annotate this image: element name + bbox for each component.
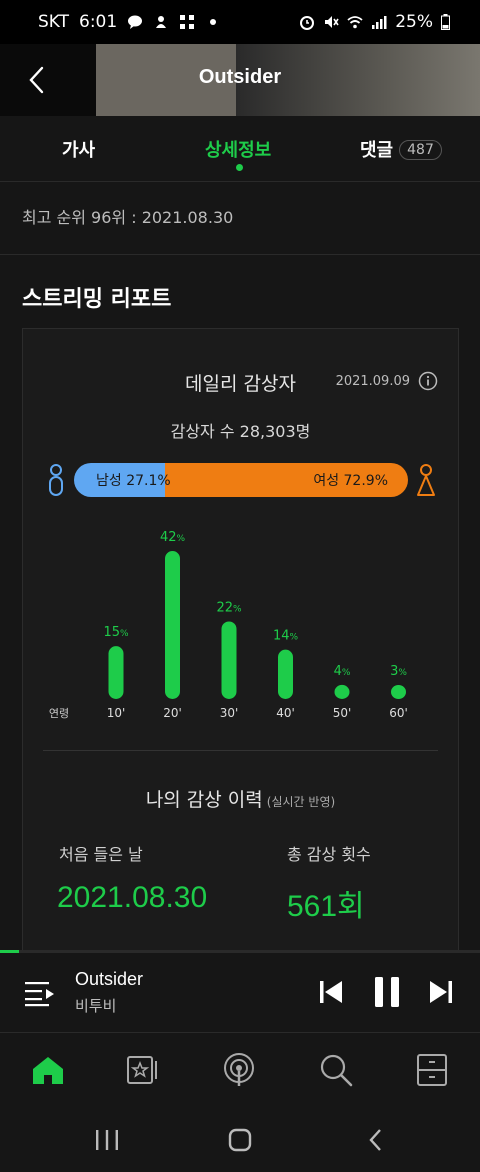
album-art-background [96, 44, 236, 116]
podcast-icon[interactable] [221, 1052, 257, 1088]
tab-details[interactable]: 상세정보 [205, 140, 272, 161]
male-ratio-label: 남성 27.1% [96, 473, 171, 489]
battery-percent: 25% [395, 12, 433, 32]
home-button-icon[interactable] [227, 1128, 253, 1152]
active-tab-indicator [236, 164, 243, 171]
total-plays-count: 561회 [287, 890, 365, 923]
gender-ratio-bar: 남성 27.1% 여성 72.9% [74, 463, 408, 497]
divider [0, 254, 480, 255]
recent-apps-icon[interactable] [94, 1128, 120, 1152]
peak-rank: 최고 순위 96위 : 2021.08.30 [22, 208, 234, 227]
status-bar: SKT 6:01 25% [0, 0, 480, 44]
report-date: 2021.09.09 [335, 374, 410, 389]
x-axis-label: 연령 [49, 707, 69, 720]
age-bar-value-label: 4% [334, 664, 351, 679]
divider [43, 750, 438, 751]
wifi-icon [347, 16, 363, 29]
history-title-text: 나의 감상 이력 [145, 789, 263, 811]
history-title: 나의 감상 이력 (실시간 반영) [23, 785, 458, 812]
age-category-label: 10' [107, 706, 126, 720]
first-listen-label: 처음 들은 날 [59, 845, 143, 864]
age-category-label: 50' [333, 706, 352, 720]
age-bar [221, 621, 237, 699]
female-icon [417, 464, 435, 496]
library-icon[interactable] [414, 1052, 450, 1088]
age-category-label: 30' [220, 706, 239, 720]
male-ratio-fill [74, 463, 165, 497]
previous-icon[interactable] [318, 977, 344, 1007]
next-icon[interactable] [428, 977, 454, 1007]
age-bar [391, 685, 406, 699]
queue-icon[interactable] [24, 979, 56, 1007]
signal-icon [372, 16, 387, 29]
mini-player[interactable]: Outsider 비투비 [0, 953, 480, 1033]
info-icon[interactable] [418, 371, 438, 391]
tab-comments[interactable]: 댓글 487 [360, 136, 442, 162]
male-icon [49, 464, 63, 496]
back-button-icon[interactable] [364, 1128, 390, 1152]
female-ratio-label: 여성 72.9% [313, 473, 388, 489]
age-category-label: 20' [163, 706, 182, 720]
age-bar [108, 646, 124, 699]
notification-icon [156, 16, 167, 28]
header: Outsider [0, 44, 480, 116]
system-navigation [0, 1106, 480, 1172]
age-bar-value-label: 15% [103, 625, 129, 640]
age-category-label: 40' [276, 706, 295, 720]
album-art-background [236, 44, 480, 116]
age-bar-value-label: 3% [390, 664, 407, 679]
first-listen-date: 2021.08.30 [57, 881, 208, 914]
age-category-label: 60' [389, 706, 408, 720]
artist-name[interactable]: 비투비 [75, 997, 117, 1015]
bottom-navigation [0, 1034, 480, 1106]
section-title: 스트리밍 리포트 [22, 287, 172, 312]
search-icon[interactable] [318, 1052, 354, 1088]
listener-count: 감상자 수 28,303명 [170, 422, 311, 441]
tab-lyrics[interactable]: 가사 [62, 140, 96, 161]
age-bar [278, 649, 293, 699]
playback-progress[interactable] [0, 950, 480, 953]
age-distribution-chart: 연령 15% 10' 42% 20' 22% 30' 14% 40' 4% 50' 3% 60' [49, 530, 408, 720]
age-bar-value-label: 22% [216, 600, 242, 615]
home-icon[interactable] [30, 1052, 66, 1088]
age-bar [334, 684, 350, 699]
daily-listeners-title: 데일리 감상자 [185, 373, 296, 395]
total-plays-label: 총 감상 횟수 [287, 845, 371, 864]
age-bar-value-label: 14% [273, 629, 299, 644]
age-bar-value-label: 42% [160, 530, 186, 545]
tab-comments-label: 댓글 [360, 140, 394, 161]
grid-icon [180, 15, 195, 29]
song-title[interactable]: Outsider [75, 969, 144, 989]
pause-icon[interactable] [372, 975, 402, 1009]
alarm-icon [300, 16, 315, 30]
playlist-icon[interactable] [124, 1052, 160, 1088]
age-bar [165, 551, 180, 699]
clock: 6:01 [79, 12, 118, 32]
tab-bar: 가사 상세정보 댓글 487 [0, 116, 480, 182]
comment-count-badge: 487 [399, 140, 442, 160]
female-ratio-fill [164, 463, 408, 497]
battery-icon [441, 14, 450, 30]
dot-icon [210, 19, 217, 25]
playback-progress-fill [0, 950, 20, 953]
mute-icon [325, 16, 339, 28]
album-art-background [0, 44, 96, 116]
carrier: SKT [38, 12, 70, 32]
page-title: Outsider [198, 66, 282, 88]
history-subtitle: (실시간 반영) [266, 795, 336, 809]
back-icon[interactable] [20, 62, 56, 98]
streaming-report-card: 데일리 감상자 2021.09.09 감상자 수 28,303명 남성 27.1… [22, 328, 459, 968]
talk-icon [128, 15, 143, 29]
